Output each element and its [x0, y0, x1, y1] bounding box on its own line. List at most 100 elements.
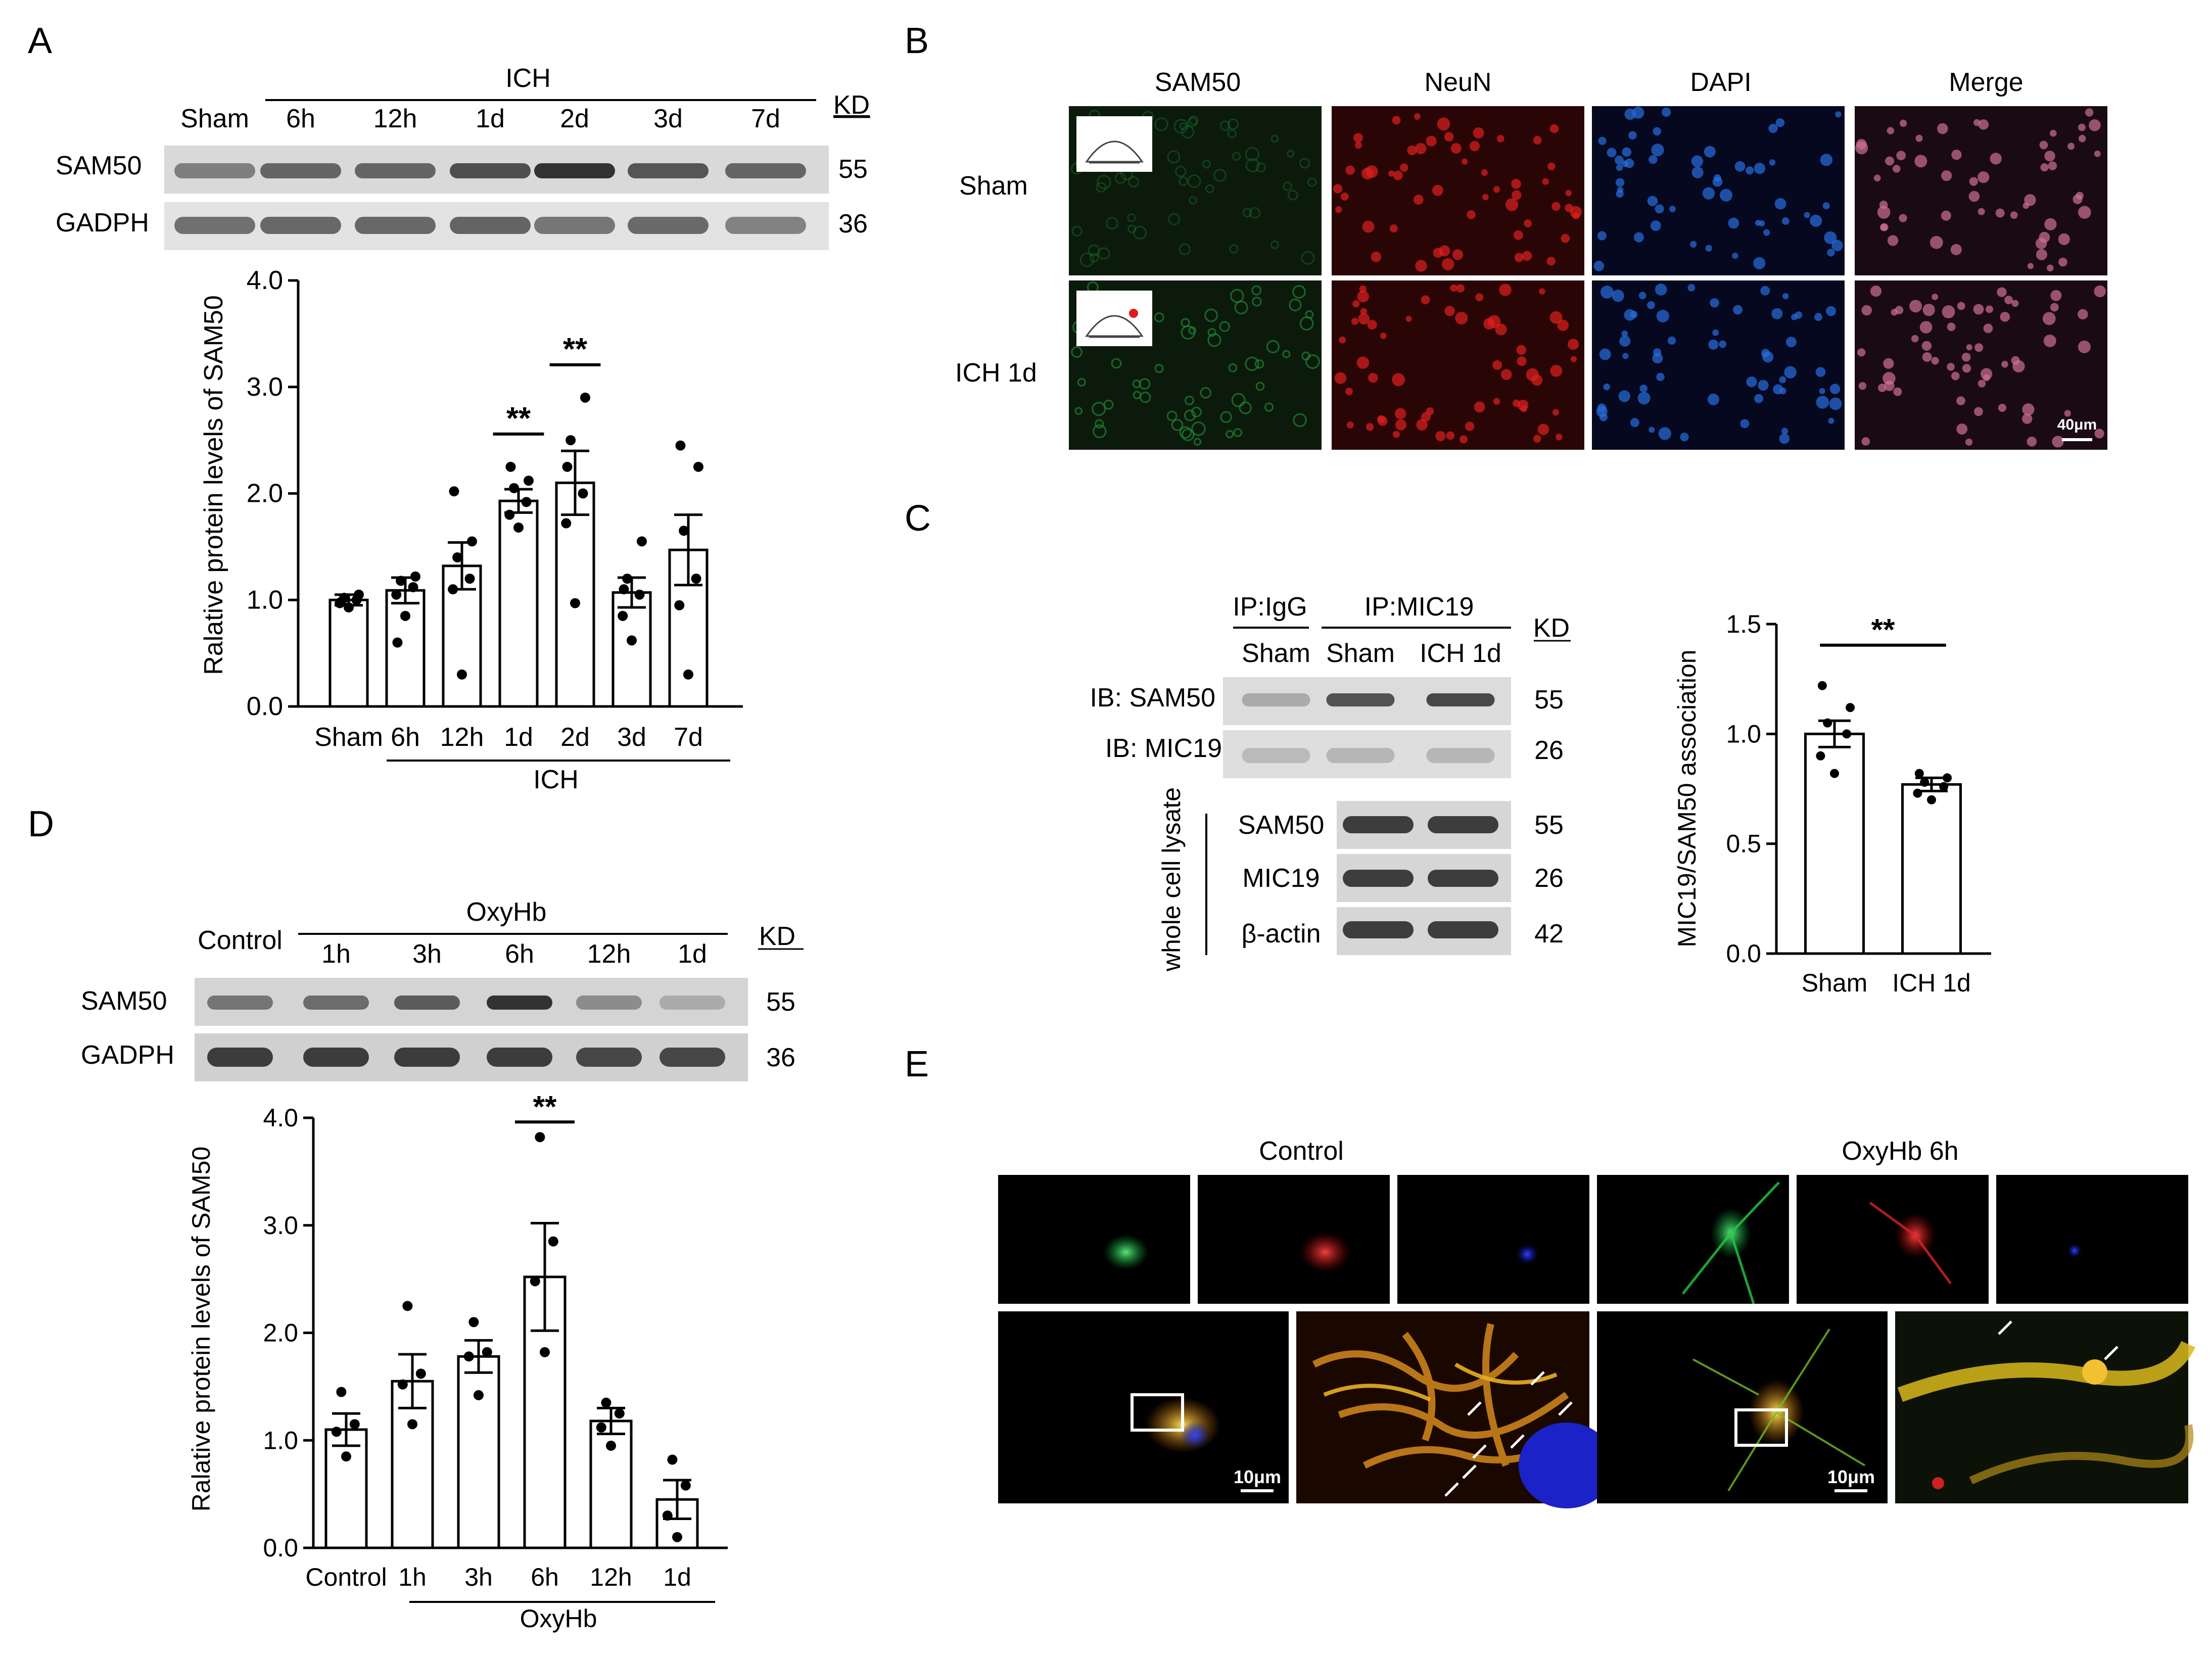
cell-marker [1861, 305, 1872, 316]
cell-marker [1978, 119, 1989, 130]
cell-marker [1395, 408, 1406, 419]
panel-d-letter: D [28, 804, 54, 844]
data-point [691, 574, 701, 584]
cell-marker [2085, 108, 2094, 117]
cell-marker [2094, 429, 2104, 439]
cell-marker [2011, 356, 2020, 365]
cell-marker [1746, 166, 1754, 175]
cell-marker [1550, 365, 1563, 377]
data-point [407, 1419, 417, 1430]
cell-marker [1444, 306, 1455, 316]
cell-marker [1371, 251, 1382, 262]
data-point [1823, 718, 1832, 728]
cell-marker [1603, 383, 1611, 391]
cell-marker [1352, 300, 1360, 308]
cell-marker [1289, 298, 1302, 311]
cell-marker [1299, 316, 1314, 331]
cell-marker [2078, 123, 2086, 131]
data-point [1913, 788, 1922, 798]
ib-strip [1223, 730, 1511, 778]
chart-a: 0.0 1.0 2.0 3.0 4.0 Sham 6h 12h 1d 2d 3d 7d ** ** Ral… [199, 266, 743, 794]
data-point [349, 1419, 360, 1430]
blot-lane-label: 2d [560, 104, 589, 133]
cell-marker [1547, 162, 1556, 170]
cell-marker [2094, 150, 2101, 157]
cell-signal [1516, 1244, 1538, 1264]
cell-marker [2027, 436, 2037, 447]
cell-marker [1353, 133, 1363, 143]
cell-marker [1481, 169, 1488, 176]
cell-marker [1358, 313, 1370, 325]
blot-band [450, 217, 531, 234]
cell-marker [1650, 220, 1661, 231]
cell-marker [1622, 147, 1632, 157]
cell-marker [1978, 208, 1985, 215]
cell-marker [1616, 164, 1623, 171]
cell-marker [1340, 193, 1349, 201]
cell-marker [1475, 293, 1484, 302]
cell-marker [1612, 290, 1624, 302]
panel-c-ip-label: IP:IgG [1233, 592, 1307, 622]
x-tick-label: 3d [617, 723, 646, 752]
cell-marker [1732, 253, 1738, 259]
cell-marker [1883, 358, 1894, 369]
cell-marker [1362, 220, 1375, 233]
data-point [452, 552, 463, 562]
cell-marker [1819, 388, 1825, 394]
blot-band [628, 217, 709, 234]
y-tick-label: 0.0 [247, 692, 283, 721]
blot-band [207, 996, 273, 1010]
cell-marker [1388, 170, 1395, 177]
data-point [679, 526, 689, 536]
cell-marker [1885, 156, 1895, 166]
cell-marker [1245, 158, 1260, 173]
blot-band [394, 996, 460, 1010]
lysate-label: whole cell lysate [1157, 787, 1186, 972]
blot-band [725, 163, 806, 178]
y-tick-label: 0.5 [1726, 830, 1761, 858]
cell-marker [1760, 286, 1770, 296]
cell-marker [1921, 341, 1932, 351]
cell-marker [1245, 147, 1260, 162]
roi-box [1131, 1393, 1184, 1432]
cell-marker [1784, 366, 1797, 378]
cell-marker [2042, 312, 2056, 325]
cell-marker [1096, 182, 1107, 193]
cell-marker [1781, 217, 1790, 225]
panel-b-col-label: Merge [1949, 68, 2023, 97]
cell-marker [1213, 169, 1227, 182]
x-tick-label: 1h [398, 1563, 427, 1591]
cell-marker [1557, 319, 1569, 332]
panel-d-oxyhb-label: OxyHb [466, 897, 547, 927]
cell-marker [1415, 260, 1427, 272]
cell-marker [1360, 308, 1368, 315]
y-tick-label: 1.0 [247, 585, 283, 614]
ib-row-label: IB: SAM50 [1090, 683, 1215, 713]
data-point [614, 1408, 625, 1419]
blot-kd-value: 26 [1534, 864, 1564, 893]
cell-marker [1346, 421, 1354, 429]
blot-band [1426, 748, 1495, 763]
data-point [618, 610, 628, 621]
cell-marker [1619, 336, 1631, 347]
cell-marker [1416, 419, 1428, 431]
data-point [341, 1451, 351, 1462]
cell-marker [1351, 317, 1358, 325]
cell-marker [2044, 218, 2057, 230]
cell-marker [1514, 253, 1524, 262]
cell-marker [2089, 119, 2101, 131]
cell-marker [1166, 410, 1178, 421]
blot-band [260, 217, 341, 234]
cell-marker [1174, 166, 1187, 177]
blot-kd-value: 36 [838, 209, 868, 239]
cell-marker [1128, 176, 1140, 187]
data-point [540, 1347, 550, 1357]
bar [324, 1428, 368, 1549]
cell-marker [1810, 214, 1822, 227]
data-point [580, 392, 590, 403]
cell-marker [1512, 399, 1521, 407]
if-merge-control [998, 1311, 1289, 1503]
cell-marker [1637, 392, 1651, 405]
cell-marker [1617, 186, 1624, 194]
data-point [1914, 769, 1924, 778]
